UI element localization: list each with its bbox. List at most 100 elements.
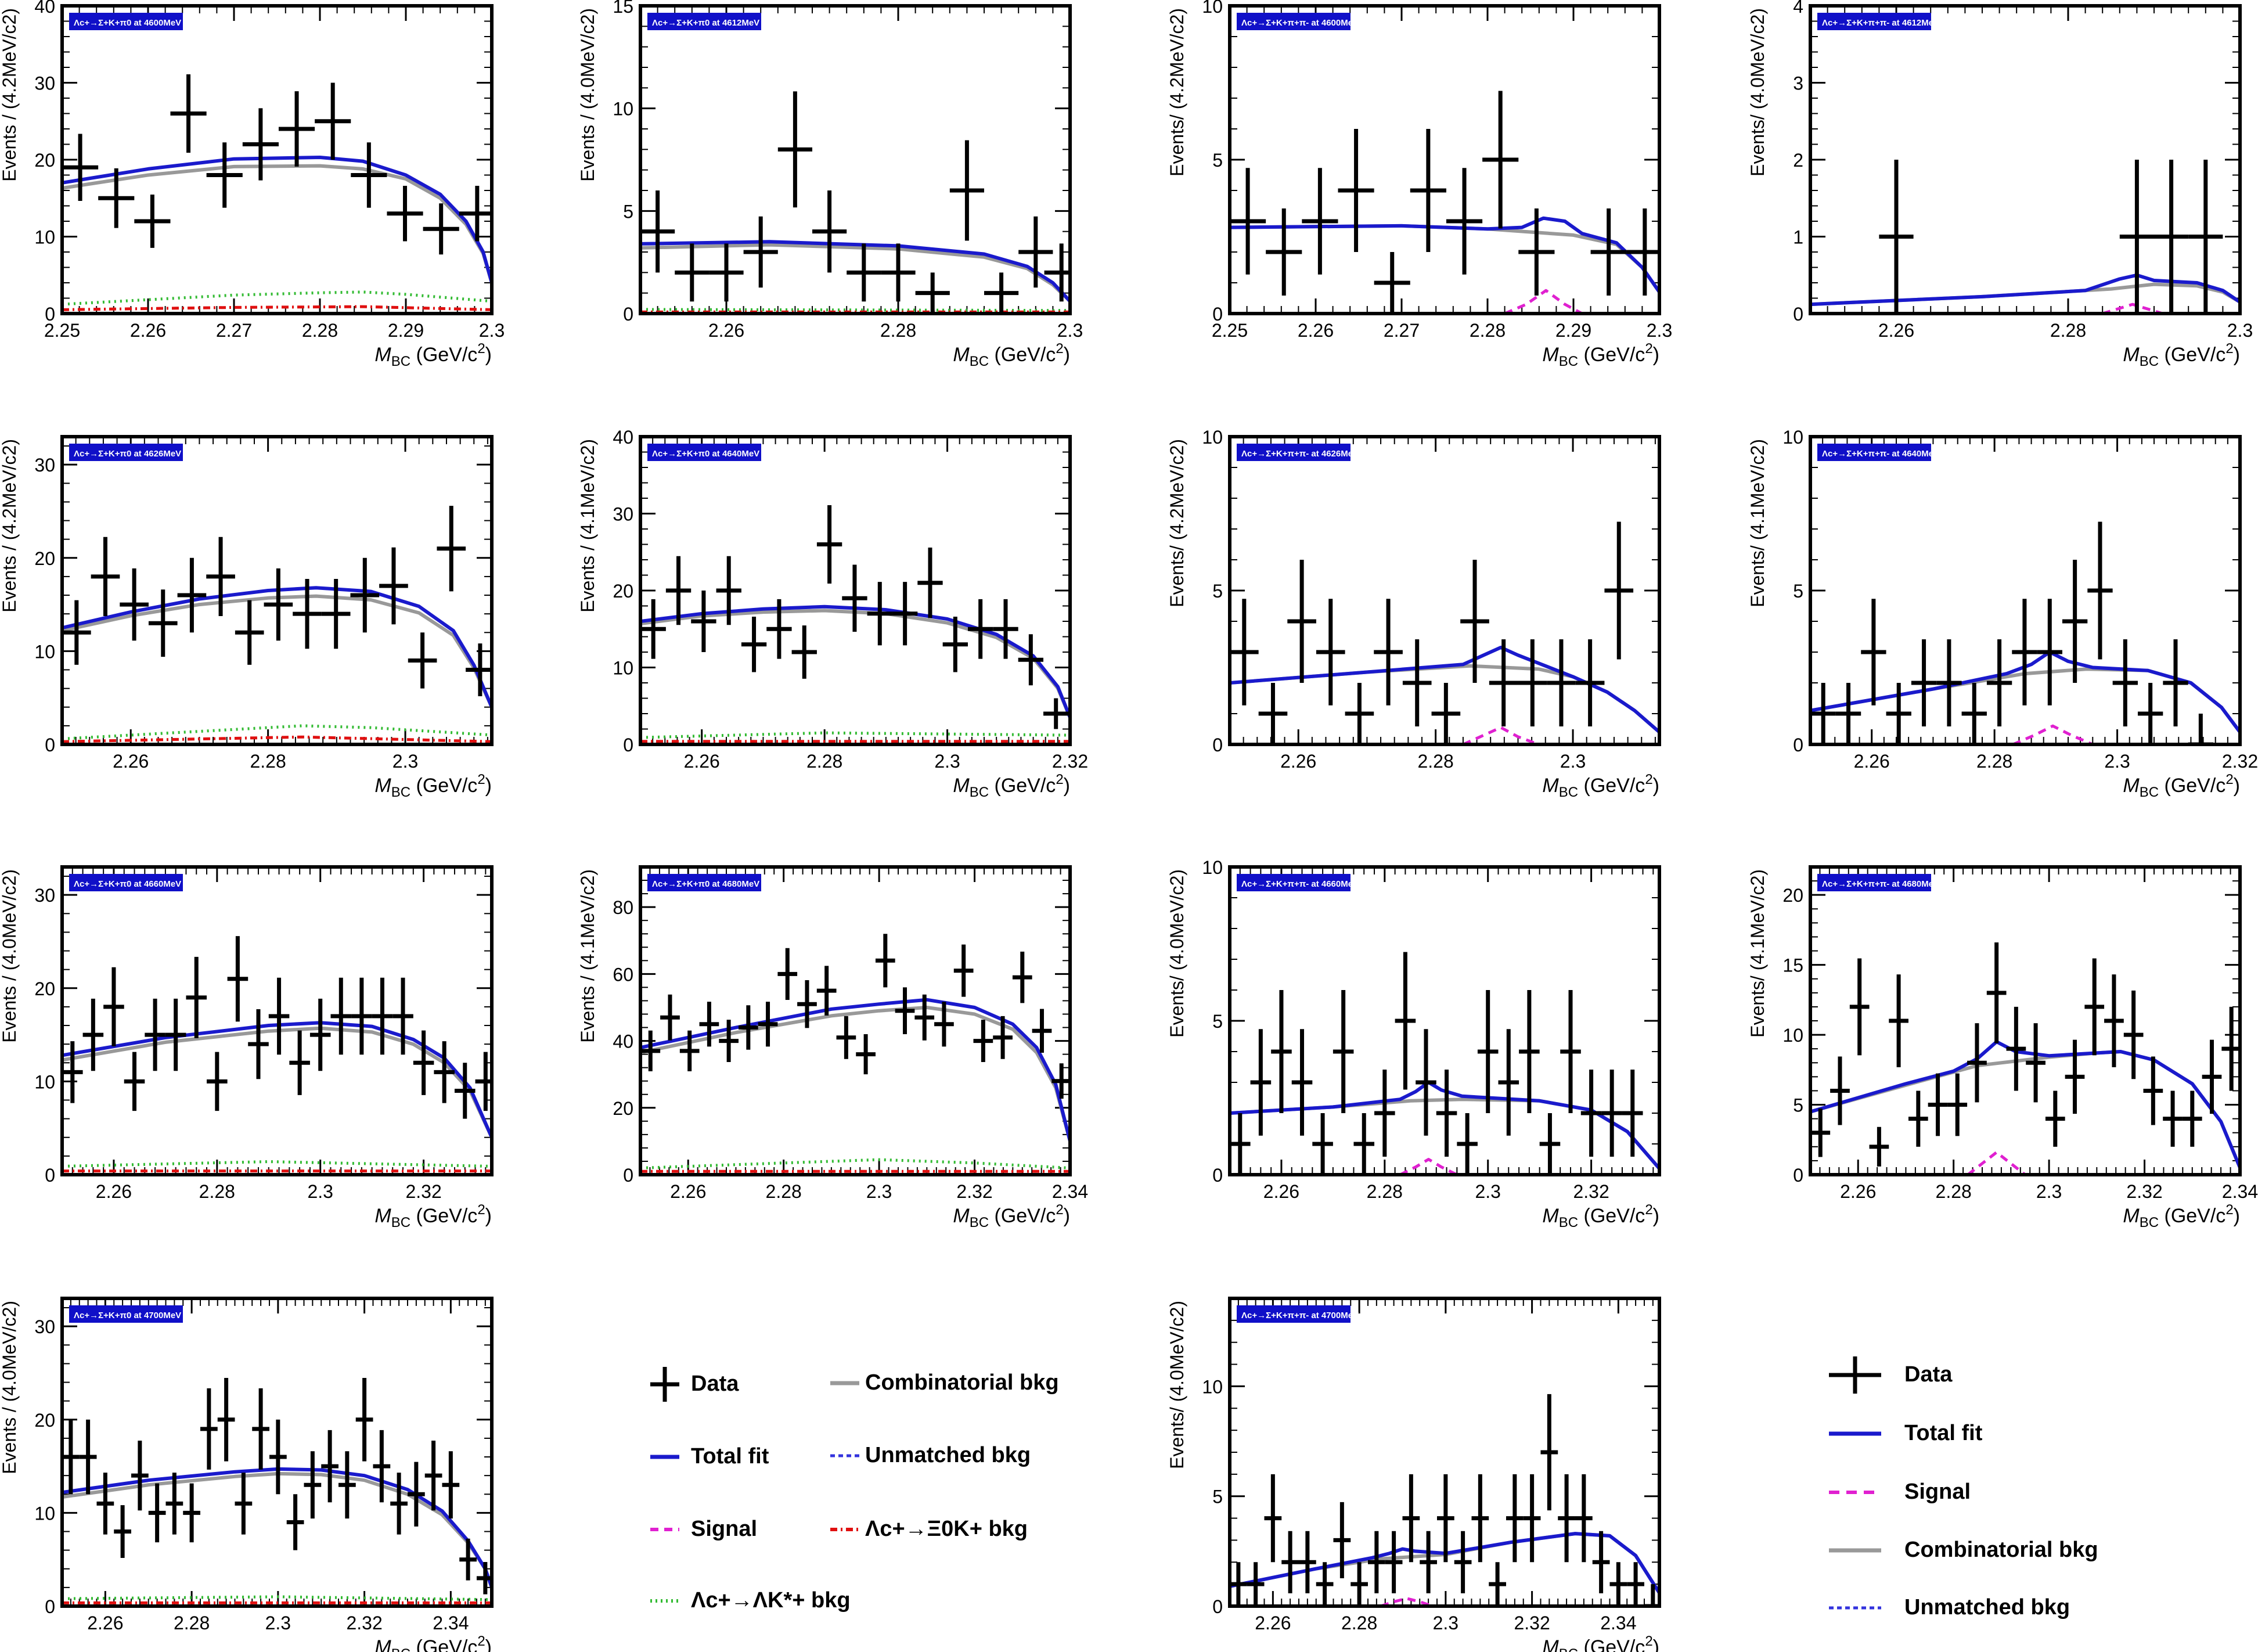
plot-frame: [1228, 1297, 1661, 1608]
data-point: [82, 998, 104, 1071]
data-point: [1908, 1090, 1928, 1147]
y-tick-label: 10: [34, 227, 55, 248]
y-tick-label: 0: [623, 1165, 633, 1186]
total-fit-curve: [1810, 650, 2240, 733]
y-tick-label: 3: [1793, 73, 1803, 94]
data-point: [407, 1462, 425, 1527]
data-point: [691, 591, 716, 652]
channel-tag-text: Λc+→Σ+K+π0 at 4700MeV: [74, 1311, 181, 1320]
plot-area: [62, 506, 492, 743]
x-axis-label-close: ): [1653, 1205, 1659, 1227]
x-tick-label: 2.26: [87, 1613, 123, 1633]
data-point: [1947, 1073, 1968, 1136]
data-point: [62, 1419, 80, 1495]
data-point: [777, 91, 812, 208]
y-axis-label: Events/ (4.2MeV/c2): [1166, 439, 1187, 607]
y-tick-label: 0: [1212, 1165, 1223, 1186]
data-point: [1302, 168, 1338, 275]
data-point: [2188, 714, 2214, 744]
x-axis-label-m: M: [374, 775, 391, 797]
x-tick-label: 2.28: [1367, 1181, 1403, 1202]
data-point: [1539, 1113, 1561, 1175]
data-point: [62, 134, 99, 201]
x-axis-label-unit: (GeV/c: [1578, 775, 1645, 797]
x-tick-label: 2.32: [1573, 1181, 1609, 1202]
data-point: [437, 506, 466, 592]
data-point: [812, 190, 847, 273]
data-point: [1051, 1063, 1070, 1099]
data-point: [2084, 958, 2105, 1056]
legend-left: Data Total fit Signal Λc+→ΛK*+ bkg Combi…: [644, 1347, 1121, 1614]
chart-panel-14: 0 5 10 2.26 2.28 2.3 2.32 2.34 Λc+→Σ+K+π+π- at 4…: [1166, 1297, 1661, 1652]
channel-tag-text: Λc+→Σ+K+π+π- at 4680MeV: [1822, 879, 1939, 889]
data-point: [330, 977, 352, 1055]
x-axis-label-sup: 2: [477, 1633, 485, 1649]
plot-area: [1810, 160, 2240, 314]
data-point: [1489, 1562, 1506, 1606]
plot-frame: [60, 4, 494, 315]
y-tick-label: 5: [1212, 581, 1223, 602]
data-point: [1436, 1070, 1457, 1157]
x-axis-label-m: M: [374, 1636, 391, 1652]
total-fit-curve: [1810, 273, 2240, 307]
data-point: [413, 1030, 434, 1095]
y-tick-label: 0: [45, 1165, 55, 1186]
data-point: [1230, 1113, 1251, 1175]
data-point: [1250, 1029, 1272, 1136]
data-point: [915, 272, 950, 314]
x-axis-label-unit: (GeV/c: [410, 1636, 477, 1652]
y-tick-label: 0: [623, 735, 633, 755]
legend-data-marker: [650, 1367, 679, 1402]
data-point: [709, 243, 744, 302]
data-point: [1540, 1394, 1558, 1511]
data-point: [816, 966, 837, 1016]
y-tick-label: 0: [1212, 735, 1223, 755]
signal-curve: [1504, 289, 1583, 314]
data-point: [665, 556, 692, 625]
y-tick-label: 20: [34, 978, 55, 999]
x-tick-label: 2.3: [307, 1181, 333, 1202]
x-tick-label: 2.26: [708, 320, 744, 341]
data-point: [1961, 683, 1987, 744]
legend-signal-label: Signal: [691, 1517, 758, 1541]
xi-bkg-curve: [62, 305, 492, 311]
data-point: [2062, 560, 2088, 683]
channel-tag-text: Λc+→Σ+K+π+π- at 4700MeV: [1241, 1311, 1359, 1320]
channel-tag-box: [1817, 13, 1931, 30]
x-axis-label-unit: (GeV/c: [2159, 344, 2225, 366]
data-point: [2006, 1006, 2026, 1091]
y-tick-label: 15: [1782, 955, 1803, 976]
data-point: [268, 977, 290, 1055]
data-point: [993, 1016, 1013, 1059]
data-point: [2163, 639, 2188, 726]
data-point: [1374, 1070, 1395, 1157]
y-axis-label: Events/ (4.0MeV/c2): [1166, 1301, 1187, 1469]
x-tick-label: 2.3: [2036, 1181, 2062, 1202]
data-point: [2202, 1039, 2222, 1114]
x-axis-label-sub: BC: [1559, 1215, 1578, 1230]
x-axis-label-sub: BC: [1559, 784, 1578, 800]
y-tick-label: 10: [1202, 0, 1223, 17]
data-point: [183, 1483, 200, 1543]
data-point: [372, 977, 393, 1055]
combinatorial-curve: [62, 1026, 492, 1139]
data-point: [766, 599, 792, 659]
plot-area: [1230, 952, 1659, 1175]
data-point: [1810, 1108, 1831, 1157]
x-tick-label: 2.32: [405, 1181, 441, 1202]
x-tick-label: 2.26: [113, 751, 149, 772]
y-tick-label: 4: [1793, 0, 1803, 17]
data-point: [434, 1041, 455, 1103]
lambda-bkg-curve: [62, 1595, 492, 1601]
x-axis-label-sup: 2: [477, 1202, 485, 1218]
x-tick-label: 2.26: [1878, 320, 1914, 341]
data-point: [1886, 683, 1911, 744]
y-tick-label: 20: [34, 548, 55, 569]
chart-panel-3: 0 5 10 2.25 2.26 2.27 2.28 2.29 2.3 Λc+→Σ+K+π+π- …: [1166, 0, 1672, 369]
total-fit-curve: [62, 586, 492, 708]
data-point: [881, 243, 916, 302]
x-tick-label: 2.3: [2104, 751, 2130, 772]
x-tick-label: 2.34: [2222, 1181, 2258, 1202]
x-axis-label-close: ): [1064, 1205, 1070, 1227]
chart-panel-7: 0 5 10 2.26 2.28 2.3 Λc+→Σ+K+π+π- at 4626MeV Ev…: [1166, 427, 1661, 800]
